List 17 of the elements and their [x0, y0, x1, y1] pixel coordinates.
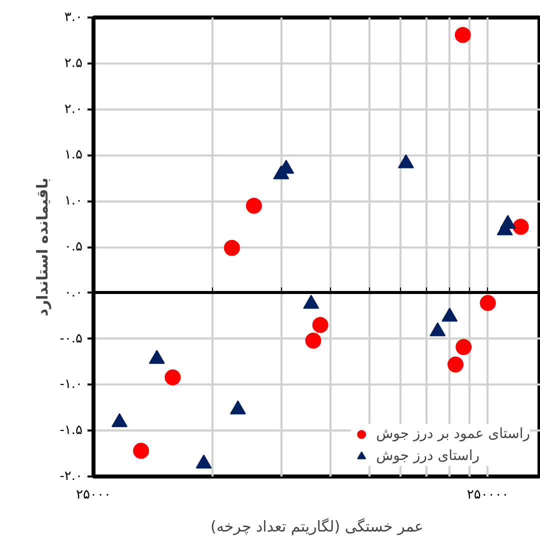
- y-tick-label: ۰.۰: [64, 285, 83, 300]
- y-tick-label: ۱.۰: [64, 194, 83, 209]
- y-tick-label: ۲.۰: [64, 102, 83, 117]
- x-tick-label: ۲۵۰۰۰۰: [466, 488, 509, 502]
- legend-label: راستای درز جوش: [376, 448, 480, 464]
- x-axis-title: عمر خستگی (لگاریتم تعداد چرخه): [210, 518, 424, 536]
- x-tick-label: ۲۵۰۰۰: [76, 488, 111, 502]
- y-tick-label: ۲.۵: [64, 56, 83, 71]
- y-tick-label: ۳.۰: [64, 10, 83, 25]
- legend-label: راستای عمود بر درز جوش: [376, 426, 530, 442]
- y-tick-label: -۲.۰: [60, 469, 83, 484]
- y-tick-label: ۰.۵: [64, 240, 83, 254]
- y-tick-label: -۱.۰: [60, 377, 83, 392]
- y-tick-label: -۰.۵: [60, 331, 83, 346]
- y-axis-title: باقیمانده استاندارد: [34, 178, 52, 316]
- y-tick-label: -۱.۵: [60, 423, 83, 438]
- y-tick-label: ۱.۵: [64, 148, 83, 163]
